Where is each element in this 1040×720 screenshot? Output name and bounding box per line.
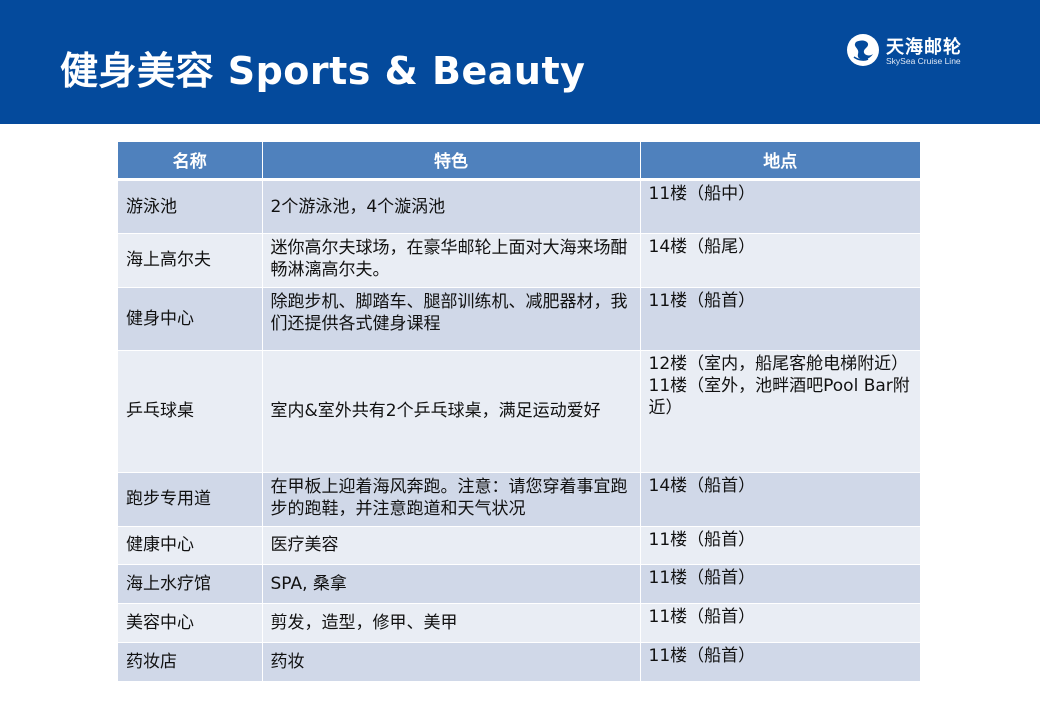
facility-location: 11楼（船首） (640, 603, 920, 643)
facility-location: 11楼（船首） (640, 287, 920, 351)
facility-feature: 除跑步机、脚踏车、腿部训练机、减肥器材，我们还提供各式健身课程 (262, 287, 641, 351)
facility-name: 药妆店 (118, 642, 263, 682)
table-header-row: 名称 特色 地点 (118, 142, 920, 181)
table-row: 游泳池 2个游泳池，4个漩涡池 11楼（船中） (118, 179, 920, 234)
facility-location: 12楼（室内，船尾客舱电梯附近） 11楼（室外，池畔酒吧Pool Bar附近） (640, 350, 920, 473)
facility-location: 11楼（船首） (640, 642, 920, 682)
table-row: 跑步专用道 在甲板上迎着海风奔跑。注意：请您穿着事宜跑步的跑鞋，并注意跑道和天气… (118, 472, 920, 527)
facility-location: 14楼（船首） (640, 472, 920, 527)
skysea-logo-icon (847, 34, 879, 66)
table-row: 美容中心 剪发，造型，修甲、美甲 11楼（船首） (118, 603, 920, 643)
facility-feature: SPA, 桑拿 (262, 564, 641, 604)
facility-feature: 室内&室外共有2个乒乓球桌，满足运动爱好 (262, 350, 641, 473)
facility-feature: 剪发，造型，修甲、美甲 (262, 603, 641, 643)
facility-name: 健康中心 (118, 526, 263, 565)
logo-chinese-name: 天海邮轮 (886, 37, 962, 58)
logo-english-name: SkySea Cruise Line (886, 56, 961, 66)
facility-location: 11楼（船首） (640, 526, 920, 565)
facility-name: 游泳池 (118, 179, 263, 234)
facility-feature: 在甲板上迎着海风奔跑。注意：请您穿着事宜跑步的跑鞋，并注意跑道和天气状况 (262, 472, 641, 527)
column-header-location: 地点 (640, 142, 920, 181)
facility-feature: 迷你高尔夫球场，在豪华邮轮上面对大海来场酣畅淋漓高尔夫。 (262, 233, 641, 288)
table-row: 乒乓球桌 室内&室外共有2个乒乓球桌，满足运动爱好 12楼（室内，船尾客舱电梯附… (118, 350, 920, 473)
location-outdoor: 11楼（室外，池畔酒吧Pool Bar附近） (648, 375, 910, 418)
facilities-table: 名称 特色 地点 游泳池 2个游泳池，4个漩涡池 11楼（船中） 海上高尔夫 迷… (118, 142, 920, 682)
facility-location: 14楼（船尾） (640, 233, 920, 288)
page-title: 健身美容 Sports & Beauty (60, 49, 586, 93)
column-header-name: 名称 (118, 142, 263, 181)
facility-feature: 2个游泳池，4个漩涡池 (262, 179, 641, 234)
table-row: 海上高尔夫 迷你高尔夫球场，在豪华邮轮上面对大海来场酣畅淋漓高尔夫。 14楼（船… (118, 233, 920, 288)
location-indoor: 12楼（室内，船尾客舱电梯附近） (648, 353, 909, 374)
facility-name: 跑步专用道 (118, 472, 263, 527)
facility-name: 健身中心 (118, 287, 263, 351)
table-row: 海上水疗馆 SPA, 桑拿 11楼（船首） (118, 564, 920, 604)
table-row: 健身中心 除跑步机、脚踏车、腿部训练机、减肥器材，我们还提供各式健身课程 11楼… (118, 287, 920, 351)
facility-name: 海上水疗馆 (118, 564, 263, 604)
brand-logo: 天海邮轮 SkySea Cruise Line (846, 33, 996, 73)
column-header-feature: 特色 (262, 142, 641, 181)
facility-feature: 药妆 (262, 642, 641, 682)
facility-name: 美容中心 (118, 603, 263, 643)
facility-location: 11楼（船首） (640, 564, 920, 604)
facility-feature: 医疗美容 (262, 526, 641, 565)
facility-name: 海上高尔夫 (118, 233, 263, 288)
facility-location: 11楼（船中） (640, 179, 920, 234)
facility-name: 乒乓球桌 (118, 350, 263, 473)
table-row: 健康中心 医疗美容 11楼（船首） (118, 526, 920, 565)
table-row: 药妆店 药妆 11楼（船首） (118, 642, 920, 682)
header-banner: 健身美容 Sports & Beauty 天海邮轮 SkySea Cruise … (0, 0, 1040, 124)
